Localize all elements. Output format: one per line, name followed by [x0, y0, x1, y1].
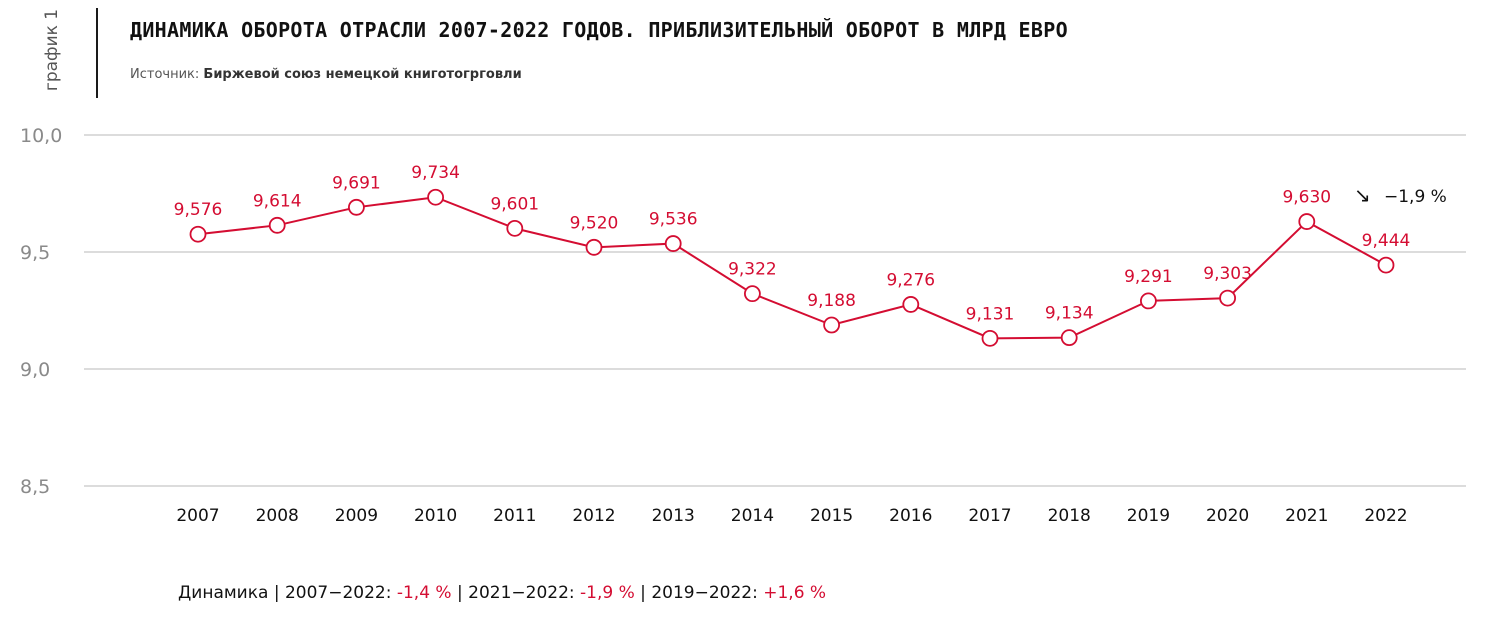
data-point — [981, 329, 999, 347]
data-label: 9,576 — [174, 200, 223, 220]
data-point — [1377, 256, 1395, 274]
data-label: 9,131 — [966, 304, 1015, 324]
data-point — [268, 216, 286, 234]
data-label: 9,520 — [570, 213, 619, 233]
data-label: 9,734 — [411, 163, 460, 183]
data-point — [585, 238, 603, 256]
y-tick-label: 9,0 — [20, 359, 50, 381]
data-point — [902, 296, 920, 313]
data-label: 9,691 — [332, 173, 381, 193]
data-label: 9,536 — [649, 210, 698, 230]
x-tick-label: 2021 — [1285, 506, 1328, 526]
dynamics-summary: Динамика | 2007−2022: -1,4 % | 2021−2022… — [178, 583, 826, 603]
trend-annotation: −1,9 % — [1384, 187, 1447, 207]
x-tick-label: 2017 — [968, 506, 1011, 526]
x-tick-label: 2015 — [810, 506, 853, 526]
dynamics-sep-2: | 2019−2022: — [634, 583, 764, 603]
x-tick-label: 2014 — [731, 506, 774, 526]
x-tick-label: 2010 — [414, 506, 457, 526]
x-tick-label: 2022 — [1364, 506, 1407, 526]
data-point — [744, 285, 761, 303]
x-tick-label: 2018 — [1048, 506, 1091, 526]
dynamics-2021-2022: -1,9 % — [580, 583, 635, 603]
header-divider — [96, 8, 98, 98]
dynamics-label: Динамика | 2007−2022: — [178, 583, 397, 603]
data-label: 9,601 — [490, 194, 539, 214]
x-tick-label: 2019 — [1127, 506, 1170, 526]
series-line — [197, 196, 1387, 340]
x-tick-label: 2016 — [889, 506, 932, 526]
data-label: 9,188 — [807, 291, 856, 311]
data-point — [506, 219, 524, 237]
y-tick-label: 9,5 — [20, 242, 50, 264]
dynamics-2019-2022: +1,6 % — [763, 583, 827, 603]
x-tick-label: 2011 — [493, 506, 536, 526]
source-name: Биржевой союз немецкой книготогрговли — [203, 67, 522, 82]
data-point — [823, 316, 840, 334]
data-point — [664, 235, 682, 252]
x-tick-label: 2008 — [256, 506, 299, 526]
data-label: 9,276 — [886, 270, 935, 290]
data-label: 9,614 — [253, 191, 302, 211]
data-point — [1140, 292, 1157, 310]
data-point — [1298, 213, 1316, 230]
data-label: 9,134 — [1045, 304, 1094, 324]
dynamics-2007-2022: -1,4 % — [396, 583, 452, 603]
trend-arrow-icon: ↘ — [1354, 183, 1371, 207]
dynamics-sep-1: | 2021−2022: — [451, 583, 581, 603]
x-tick-label: 2013 — [652, 506, 695, 526]
x-tick-label: 2007 — [176, 506, 219, 526]
x-tick-label: 2009 — [335, 506, 378, 526]
chart-source: Источник: Биржевой союз немецкой книгото… — [130, 67, 522, 82]
data-label: 9,630 — [1282, 188, 1331, 208]
data-label: 9,291 — [1124, 267, 1173, 287]
chart-title: ДИНАМИКА ОБОРОТА ОТРАСЛИ 2007-2022 ГОДОВ… — [130, 18, 1068, 42]
x-tick-label: 2020 — [1206, 506, 1249, 526]
data-point — [189, 225, 207, 243]
y-tick-label: 10,0 — [20, 125, 62, 147]
data-point — [427, 188, 445, 206]
data-label: 9,444 — [1362, 231, 1411, 251]
y-tick-label: 8,5 — [20, 476, 50, 498]
data-point — [1219, 289, 1236, 307]
data-point — [347, 198, 365, 216]
data-label: 9,322 — [728, 260, 777, 280]
x-tick-label: 2012 — [572, 506, 615, 526]
source-prefix: Источник: — [130, 67, 204, 82]
data-label: 9,303 — [1203, 264, 1252, 284]
data-point — [1060, 329, 1078, 347]
